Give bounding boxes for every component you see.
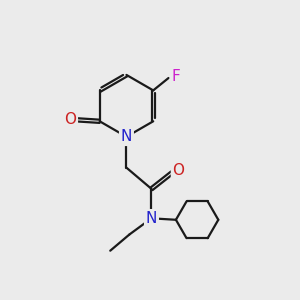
Text: O: O	[64, 112, 76, 127]
Text: N: N	[121, 129, 132, 144]
Text: O: O	[172, 163, 184, 178]
Text: F: F	[172, 69, 180, 84]
Text: N: N	[146, 211, 157, 226]
